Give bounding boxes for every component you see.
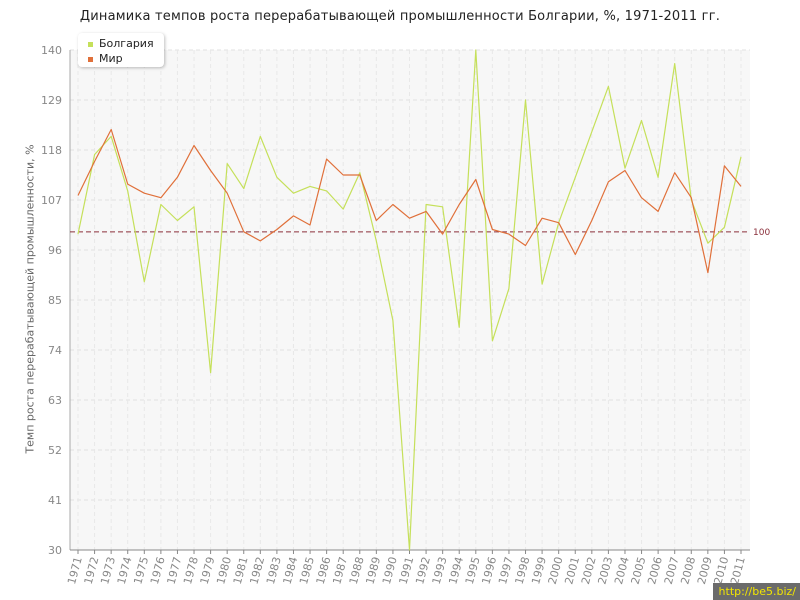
- chart-title: Динамика темпов роста перерабатывающей п…: [79, 9, 721, 24]
- series-line-bulgaria: [77, 49, 742, 551]
- y-tick-label: 85: [48, 294, 62, 307]
- legend[interactable]: Болгария Мир: [78, 33, 164, 67]
- y-tick-label: 107: [41, 194, 62, 207]
- y-tick-label: 41: [48, 494, 62, 507]
- y-tick-label: 140: [41, 44, 62, 57]
- y-tick-label: 30: [48, 544, 62, 557]
- legend-item-bulgaria[interactable]: Болгария: [88, 37, 154, 50]
- grid-vertical: [77, 50, 742, 550]
- legend-swatch-world: [88, 56, 93, 62]
- x-tick-labels: 1971197219731974197519761977197819791980…: [65, 555, 748, 585]
- watermark-link[interactable]: http://be5.biz/: [712, 583, 800, 600]
- axes: [69, 50, 750, 554]
- y-tick-label: 52: [48, 444, 62, 457]
- legend-label-bulgaria: Болгария: [99, 37, 154, 50]
- legend-item-world[interactable]: Мир: [88, 52, 123, 65]
- legend-label-world: Мир: [99, 52, 123, 65]
- y-tick-label: 63: [48, 394, 62, 407]
- reference-line-label: 100: [753, 228, 770, 238]
- y-tick-label: 129: [41, 94, 62, 107]
- series-lines: [77, 49, 742, 551]
- y-tick-label: 118: [41, 144, 62, 157]
- x-tick-label: 2011: [728, 555, 748, 585]
- y-tick-label: 74: [48, 344, 62, 357]
- reference-line-group: 100: [70, 228, 770, 238]
- series-line-world: [77, 128, 742, 274]
- legend-swatch-bulgaria: [88, 41, 93, 47]
- y-tick-label: 96: [48, 244, 62, 257]
- y-tick-labels: 30 41 52 63 74 85 96 107 118 129 140: [41, 44, 62, 557]
